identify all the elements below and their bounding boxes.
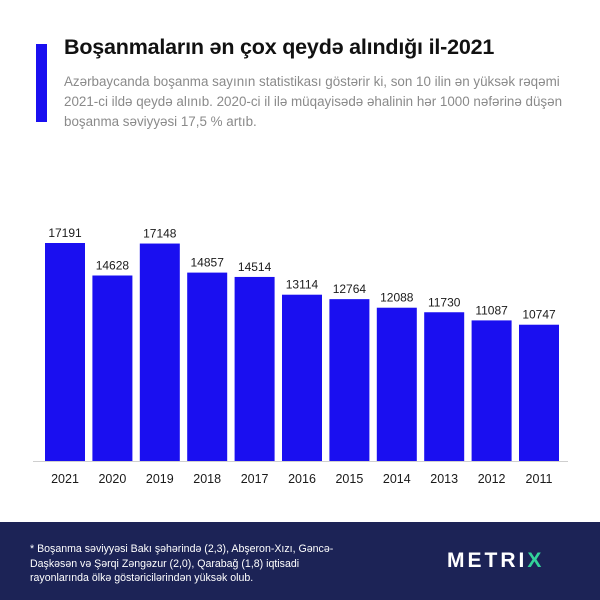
bar-2014 <box>376 307 417 461</box>
divorce-bar-chart: 17191 2021 14628 2020 17148 2019 14857 2018 1451… <box>33 226 568 486</box>
bar-2013 <box>424 312 465 461</box>
x-tick-label-2017: 2017 <box>241 472 269 486</box>
page-title: Boşanmaların ən çox qeydə alındığı il-20… <box>64 35 495 59</box>
data-label-2015: 12764 <box>333 282 367 296</box>
x-tick-label-2020: 2020 <box>98 472 126 486</box>
data-label-2014: 12088 <box>380 291 414 305</box>
bar-2017 <box>234 276 275 461</box>
bar-2015 <box>329 299 370 461</box>
bar-2012 <box>471 320 512 461</box>
x-tick-label-2018: 2018 <box>193 472 221 486</box>
bar-2018 <box>187 272 228 461</box>
title-accent-bar <box>36 44 47 122</box>
footer-panel: * Boşanma səviyyəsi Bakı şəhərində (2,3)… <box>0 522 600 600</box>
data-label-2012: 11087 <box>475 303 508 317</box>
page-subtitle: Azərbaycanda boşanma sayının statistikas… <box>64 74 563 129</box>
x-tick-label-2011: 2011 <box>526 472 553 486</box>
x-tick-label-2014: 2014 <box>383 472 411 486</box>
x-tick-label-2021: 2021 <box>51 472 79 486</box>
x-tick-label-2019: 2019 <box>146 472 174 486</box>
bar-2020 <box>92 275 133 461</box>
x-tick-label-2016: 2016 <box>288 472 316 486</box>
data-label-2019: 17148 <box>143 227 177 241</box>
metrix-logo: METRIX <box>447 549 544 573</box>
data-label-2011: 10747 <box>522 308 556 322</box>
x-tick-label-2015: 2015 <box>335 472 363 486</box>
bar-2011 <box>519 324 559 461</box>
x-tick-label-2013: 2013 <box>430 472 458 486</box>
data-label-2017: 14514 <box>238 260 272 274</box>
data-label-2020: 14628 <box>96 259 130 273</box>
data-label-2021: 17191 <box>48 226 82 240</box>
data-label-2016: 13114 <box>286 278 319 292</box>
bar-2016 <box>282 294 322 461</box>
logo-x-mark: X <box>527 549 545 572</box>
data-label-2013: 11730 <box>428 295 461 309</box>
footnote: * Boşanma səviyyəsi Bakı şəhərində (2,3)… <box>30 543 334 584</box>
x-tick-label-2012: 2012 <box>478 472 506 486</box>
data-label-2018: 14857 <box>191 256 225 270</box>
bar-2021 <box>45 243 85 461</box>
logo-text: METRI <box>447 549 528 572</box>
bar-2019 <box>139 243 180 461</box>
